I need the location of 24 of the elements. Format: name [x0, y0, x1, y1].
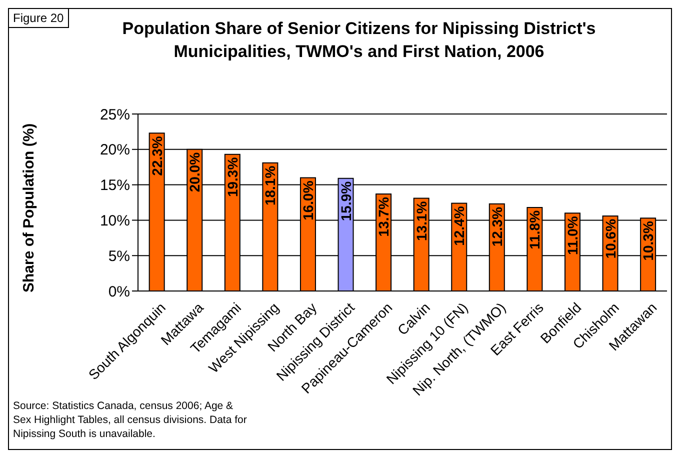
- data-label: 20.0%: [186, 152, 203, 192]
- data-label: 13.7%: [376, 196, 392, 237]
- data-label: 11.8%: [526, 210, 543, 250]
- caption: Figure 20: [9, 9, 69, 28]
- y-tick-label: 20%: [100, 142, 130, 159]
- y-axis-title: Share of Population (%): [20, 123, 38, 292]
- data-label: 15.9%: [338, 180, 354, 222]
- data-label: 18.1%: [262, 165, 278, 206]
- y-tick-label: 0%: [108, 283, 130, 300]
- data-label: 16.0%: [300, 180, 316, 220]
- data-label: 10.6%: [602, 218, 618, 259]
- data-label: 11.0%: [564, 216, 580, 256]
- data-label: 22.3%: [148, 136, 165, 176]
- source-note: Source: Statistics Canada, census 2006; Age & Sex Highlight Tables, all census divisions. Data for Nipissing South is unavailable.: [13, 399, 248, 441]
- data-label: 13.1%: [413, 200, 430, 241]
- y-tick-label: 10%: [100, 212, 130, 230]
- y-tick-label: 5%: [108, 248, 130, 265]
- y-tick-label: 25%: [100, 106, 130, 124]
- data-label: 12.4%: [451, 206, 468, 246]
- data-label: 12.3%: [488, 206, 505, 247]
- data-label: 10.3%: [640, 220, 656, 261]
- y-tick-label: 15%: [100, 177, 130, 194]
- data-label: 19.3%: [224, 156, 240, 198]
- chart-title: Population Share of Senior Citizens for Nipissing District's Municipalities, TWMO's and First Nation, 2006: [121, 18, 597, 63]
